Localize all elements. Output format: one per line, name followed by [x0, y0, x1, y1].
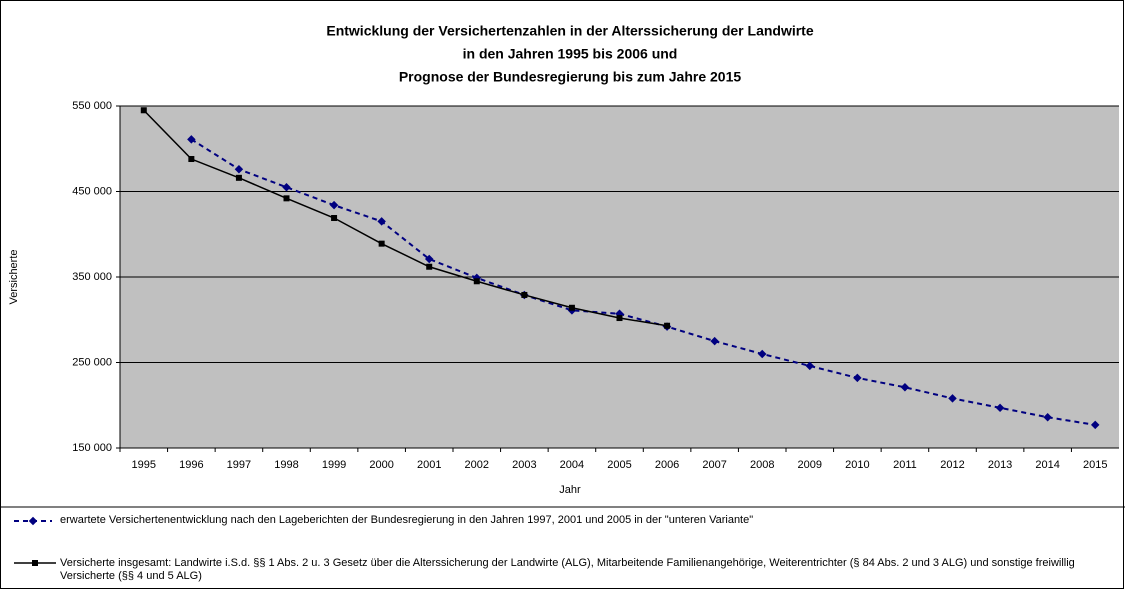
- x-tick-label: 2014: [1035, 459, 1059, 471]
- point: [1043, 412, 1052, 422]
- point: [187, 135, 196, 144]
- legend-entry: erwartete Versichertenentwicklung nach d…: [60, 514, 754, 526]
- point: [377, 217, 386, 226]
- point: [424, 254, 434, 264]
- point: [329, 200, 339, 210]
- chart-title: in den Jahren 1995 bis 2006 und: [463, 46, 678, 62]
- x-tick-label: 1998: [274, 459, 298, 471]
- point: [664, 322, 671, 329]
- x-tick-label: 2002: [465, 459, 489, 471]
- point: [710, 336, 719, 346]
- y-tick-label: 450 000: [72, 185, 112, 197]
- point: [331, 215, 338, 222]
- x-tick-label: 2007: [702, 459, 726, 471]
- y-axis-label: Versicherte: [8, 249, 20, 304]
- chart-title: Prognose der Bundesregierung bis zum Jah…: [399, 69, 742, 85]
- y-tick-label: 550 000: [72, 100, 112, 112]
- point: [140, 107, 147, 114]
- x-tick-label: 2011: [893, 459, 917, 471]
- x-tick-label: 2012: [940, 459, 964, 471]
- legend-marker: [32, 560, 38, 566]
- point: [283, 195, 290, 202]
- x-tick-label: 2004: [560, 459, 584, 471]
- x-tick-label: 1997: [227, 459, 251, 471]
- x-tick-label: 1996: [179, 459, 203, 471]
- x-tick-label: 2009: [798, 459, 822, 471]
- point: [805, 361, 815, 371]
- point: [473, 278, 480, 285]
- y-tick-label: 350 000: [72, 271, 112, 283]
- x-tick-label: 2001: [417, 459, 441, 471]
- y-tick-label: 250 000: [72, 356, 112, 368]
- x-tick-label: 2013: [988, 459, 1012, 471]
- x-tick-label: 2000: [369, 459, 393, 471]
- legend-entry: Versicherte insgesamt: Landwirte i.S.d. …: [60, 557, 1075, 582]
- point: [426, 263, 433, 270]
- point: [235, 174, 242, 181]
- point: [900, 383, 910, 392]
- x-tick-label: 2003: [512, 459, 536, 471]
- series-line: [190, 138, 1096, 426]
- point: [948, 394, 957, 403]
- x-tick-label: 1999: [322, 459, 346, 471]
- x-tick-label: 2008: [750, 459, 774, 471]
- point: [853, 373, 862, 383]
- x-tick-label: 2006: [655, 459, 679, 471]
- chart-title: Entwicklung der Versichertenzahlen in de…: [326, 23, 813, 39]
- x-axis-label: Jahr: [559, 484, 581, 496]
- x-tick-label: 2010: [845, 459, 869, 471]
- point: [757, 349, 767, 359]
- point: [1090, 420, 1100, 430]
- point: [188, 156, 195, 163]
- x-tick-label: 2015: [1083, 459, 1107, 471]
- x-tick-label: 1995: [132, 459, 156, 471]
- point: [234, 165, 244, 174]
- point: [568, 304, 575, 311]
- series-line: [143, 109, 668, 327]
- point: [521, 291, 528, 298]
- point: [378, 240, 385, 247]
- point: [616, 315, 623, 322]
- point: [995, 403, 1005, 413]
- x-tick-label: 2005: [607, 459, 631, 471]
- y-tick-label: 150 000: [72, 442, 112, 454]
- point: [282, 182, 291, 192]
